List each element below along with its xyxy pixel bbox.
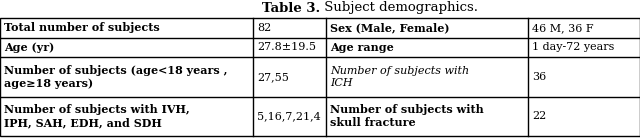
Text: Table 3.: Table 3. xyxy=(262,2,320,14)
Text: 27,55: 27,55 xyxy=(257,72,289,82)
Text: Total number of subjects: Total number of subjects xyxy=(4,22,160,33)
Text: Sex (Male, Female): Sex (Male, Female) xyxy=(330,22,450,33)
Text: 36: 36 xyxy=(532,72,547,82)
Text: 27.8±19.5: 27.8±19.5 xyxy=(257,43,316,52)
Text: Number of subjects (age<18 years ,
age≥18 years): Number of subjects (age<18 years , age≥1… xyxy=(4,65,227,89)
Text: 82: 82 xyxy=(257,23,271,33)
Text: Number of subjects with
skull fracture: Number of subjects with skull fracture xyxy=(330,104,484,128)
Text: Number of subjects with IVH,
IPH, SAH, EDH, and SDH: Number of subjects with IVH, IPH, SAH, E… xyxy=(4,104,189,128)
Text: Number of subjects with
ICH: Number of subjects with ICH xyxy=(330,66,470,88)
Text: 1 day-72 years: 1 day-72 years xyxy=(532,43,614,52)
Text: 46 M, 36 F: 46 M, 36 F xyxy=(532,23,594,33)
Text: 5,16,7,21,4: 5,16,7,21,4 xyxy=(257,111,321,121)
Text: 22: 22 xyxy=(532,111,547,121)
Text: Age range: Age range xyxy=(330,42,394,53)
Bar xyxy=(0,18,640,136)
Text: Subject demographics.: Subject demographics. xyxy=(320,2,478,14)
Text: Age (yr): Age (yr) xyxy=(4,42,54,53)
